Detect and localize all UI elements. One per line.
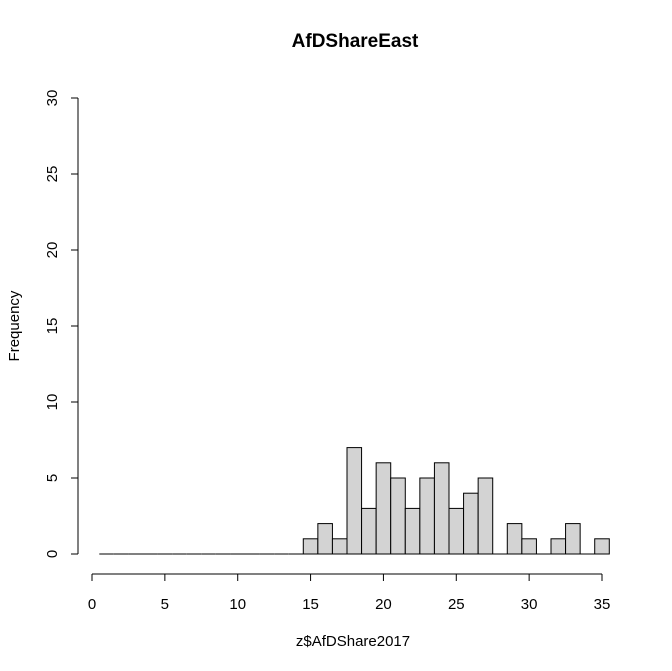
histogram-bar	[346, 447, 363, 555]
histogram-bar	[521, 538, 537, 555]
x-axis: 0 5 10 15 20 25 30 35	[88, 573, 611, 613]
bars-group	[99, 447, 610, 555]
histogram-bar	[331, 538, 348, 555]
y-tick-label: 15	[44, 318, 61, 335]
x-axis-label: z$AfDShare2017	[296, 633, 410, 650]
y-tick-label: 5	[44, 474, 61, 482]
histogram-bar	[390, 477, 406, 555]
x-tick-label: 15	[302, 596, 319, 613]
y-tick-label: 10	[44, 394, 61, 411]
histogram-bar	[419, 477, 435, 555]
histogram-bar	[302, 538, 319, 555]
histogram-bar	[433, 462, 450, 555]
histogram-bar	[477, 477, 494, 555]
y-tick-label: 0	[44, 550, 61, 558]
histogram-bar	[506, 523, 523, 555]
histogram-bar	[594, 538, 610, 555]
x-tick-label: 10	[229, 596, 246, 613]
x-tick-label: 30	[521, 596, 538, 613]
y-tick-label: 30	[44, 90, 61, 107]
histogram-bar	[375, 462, 392, 555]
y-tick-label: 20	[44, 242, 61, 259]
y-axis-label: Frequency	[6, 290, 23, 361]
x-tick-label: 20	[375, 596, 392, 613]
x-tick-label: 0	[88, 596, 96, 613]
histogram-bar	[550, 538, 567, 555]
histogram-bar	[448, 507, 465, 555]
histogram-bar	[361, 507, 377, 555]
y-axis: 0 5 10 15 20 25 30	[44, 90, 79, 558]
x-tick-label: 25	[448, 596, 465, 613]
histogram-bar	[317, 523, 333, 555]
chart-title: AfDShareEast	[292, 31, 419, 52]
histogram-bar	[463, 492, 479, 555]
histogram-bar	[565, 523, 581, 555]
x-tick-label: 35	[594, 596, 611, 613]
x-tick-label: 5	[161, 596, 169, 613]
histogram-bar	[404, 507, 421, 555]
y-tick-label: 25	[44, 166, 61, 183]
